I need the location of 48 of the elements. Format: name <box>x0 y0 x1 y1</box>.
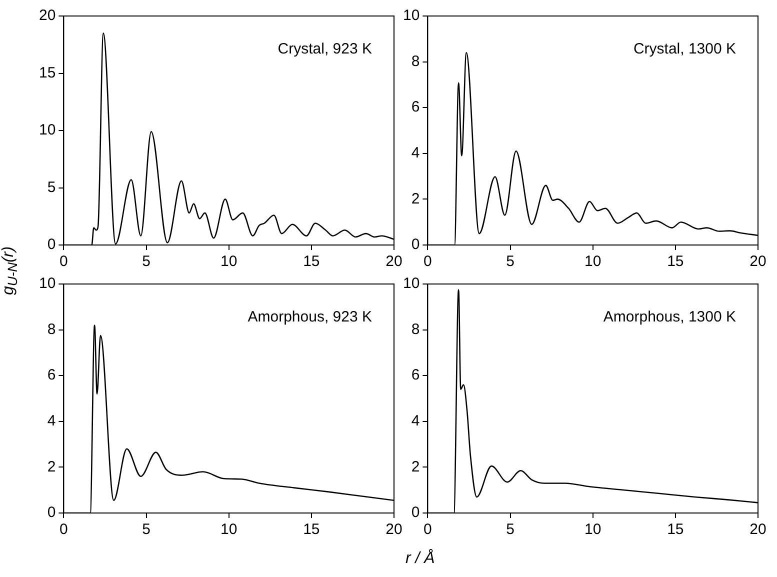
x-tick-label: 20 <box>386 521 402 538</box>
y-tick-label: 10 <box>38 122 56 139</box>
x-tick-label: 0 <box>60 521 68 538</box>
y-tick-label: 10 <box>38 275 56 292</box>
x-tick-label: 20 <box>750 253 766 270</box>
y-tick-label: 2 <box>411 458 420 476</box>
y-tick-label: 0 <box>47 236 56 254</box>
y-tick-label: 5 <box>47 178 56 196</box>
y-tick-label: 0 <box>411 504 420 522</box>
x-tick-label: 10 <box>220 521 238 538</box>
x-tick-label: 10 <box>584 253 602 270</box>
annotation: Crystal, 923 K <box>278 40 372 58</box>
x-tick-label: 15 <box>667 253 684 270</box>
y-tick-label: 6 <box>47 366 56 384</box>
x-tick-label: 15 <box>667 521 684 538</box>
y-tick-label: 10 <box>402 275 420 292</box>
y-tick-label: 4 <box>411 144 420 162</box>
y-tick-label: 0 <box>411 236 420 254</box>
x-tick-label: 0 <box>424 521 432 538</box>
y-tick-label: 8 <box>411 320 420 338</box>
y-tick-label: 6 <box>411 366 420 384</box>
y-tick-label: 0 <box>47 504 56 522</box>
y-tick-label: 15 <box>38 64 56 82</box>
x-tick-label: 15 <box>303 521 320 538</box>
y-tick-label: 10 <box>402 7 420 24</box>
y-tick-label: 6 <box>411 98 420 116</box>
annotation: Amorphous, 923 K <box>248 308 372 326</box>
x-tick-label: 20 <box>750 521 766 538</box>
y-tick-label: 8 <box>47 320 56 338</box>
x-tick-label: 20 <box>386 253 402 270</box>
y-tick-label: 4 <box>411 412 420 430</box>
annotation: Crystal, 1300 K <box>633 40 736 58</box>
y-tick-label: 2 <box>47 458 56 476</box>
x-tick-label: 5 <box>506 521 514 538</box>
x-tick-label: 15 <box>303 253 320 270</box>
x-tick-label: 0 <box>424 253 432 270</box>
y-tick-label: 8 <box>411 52 420 70</box>
x-tick-label: 0 <box>60 253 68 270</box>
x-axis-title: r / Å <box>406 550 435 567</box>
y-tick-label: 20 <box>38 7 56 24</box>
x-tick-label: 10 <box>220 253 238 270</box>
x-tick-label: 5 <box>142 253 150 270</box>
x-tick-label: 10 <box>584 521 602 538</box>
x-tick-label: 5 <box>142 521 150 538</box>
annotation: Amorphous, 1300 K <box>603 308 736 326</box>
x-tick-label: 5 <box>506 253 514 270</box>
y-tick-label: 4 <box>47 412 56 430</box>
y-tick-label: 2 <box>411 190 420 208</box>
